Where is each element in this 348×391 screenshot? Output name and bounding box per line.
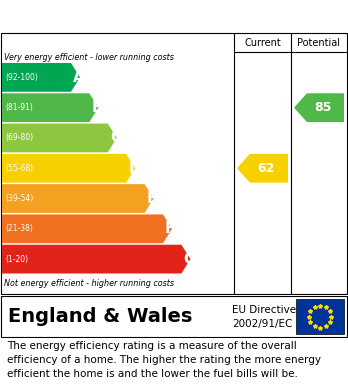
Text: (81-91): (81-91) <box>5 103 33 112</box>
Text: 62: 62 <box>258 162 275 175</box>
Text: England & Wales: England & Wales <box>8 307 192 326</box>
Text: (39-54): (39-54) <box>5 194 33 203</box>
Text: (69-80): (69-80) <box>5 133 33 142</box>
Polygon shape <box>2 214 172 243</box>
Text: (92-100): (92-100) <box>5 73 38 82</box>
Text: E: E <box>147 191 157 206</box>
Text: (1-20): (1-20) <box>5 255 28 264</box>
Polygon shape <box>2 184 153 213</box>
Polygon shape <box>2 154 135 183</box>
Bar <box>296 299 344 334</box>
Text: Very energy efficient - lower running costs: Very energy efficient - lower running co… <box>4 54 174 63</box>
Text: A: A <box>73 70 85 85</box>
Text: D: D <box>128 161 141 176</box>
Text: F: F <box>165 221 175 236</box>
Text: 85: 85 <box>314 101 332 114</box>
Text: (55-68): (55-68) <box>5 164 33 173</box>
Polygon shape <box>237 154 288 183</box>
Text: Current: Current <box>244 38 281 48</box>
Text: Energy Efficiency Rating: Energy Efficiency Rating <box>9 9 229 24</box>
Polygon shape <box>2 245 190 273</box>
Polygon shape <box>2 93 98 122</box>
Text: (21-38): (21-38) <box>5 224 33 233</box>
Polygon shape <box>294 93 344 122</box>
Polygon shape <box>2 63 80 92</box>
Text: G: G <box>183 251 196 267</box>
Text: 2002/91/EC: 2002/91/EC <box>232 319 292 329</box>
Text: The energy efficiency rating is a measure of the overall efficiency of a home. T: The energy efficiency rating is a measur… <box>7 341 321 379</box>
Polygon shape <box>2 124 117 152</box>
Text: C: C <box>110 131 121 145</box>
Text: B: B <box>92 100 103 115</box>
Text: Not energy efficient - higher running costs: Not energy efficient - higher running co… <box>4 278 174 287</box>
Text: EU Directive: EU Directive <box>232 305 296 315</box>
Text: Potential: Potential <box>297 38 340 48</box>
